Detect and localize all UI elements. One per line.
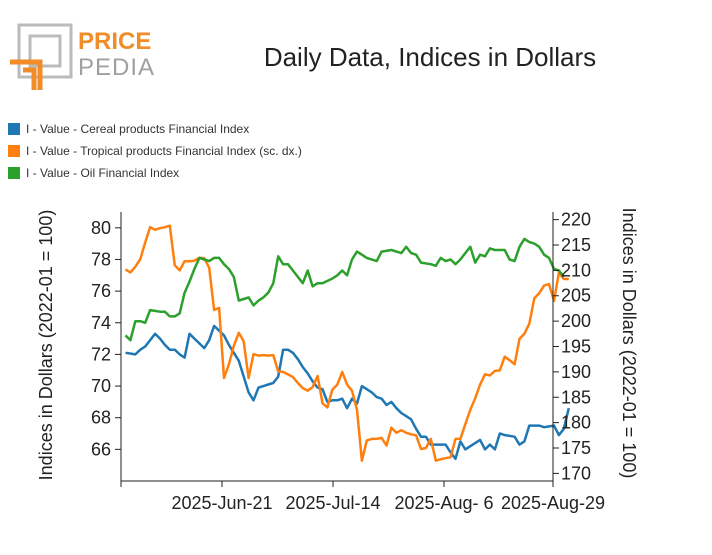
left-y-tick-label: 72 [91,344,111,364]
pricepedia-logo: PRICE PEDIA [10,23,155,90]
legend-item-oil[interactable]: I - Value - Oil Financial Index [8,162,302,184]
logo-text-pedia: PEDIA [78,54,155,81]
right-y-tick-label: 175 [561,438,591,458]
y-axis-title-right: Indices in Dollars (2022-01 = 100) [619,208,639,479]
left-y-tick-label: 74 [91,313,111,333]
series-line-oil [124,237,565,342]
series-line-cereal [125,324,571,461]
left-y-tick-label: 70 [91,376,111,396]
legend-label-oil: I - Value - Oil Financial Index [26,166,180,180]
legend-item-cereal[interactable]: I - Value - Cereal products Financial In… [8,118,302,140]
right-y-tick-label: 210 [561,260,591,280]
logo-mark-icon [10,23,73,90]
right-y-tick-label: 170 [561,463,591,483]
right-y-tick-label: 200 [561,311,591,331]
x-tick-label: 2025-Aug- 6 [394,493,493,513]
x-tick-label: 2025-Aug-29 [501,493,605,513]
legend-swatch-tropical [8,145,20,157]
chart-title: Daily Data, Indices in Dollars [263,42,597,72]
right-y-tick-label: 180 [561,413,591,433]
series-line-tropical [124,224,569,462]
right-y-tick-label: 205 [561,286,591,306]
plot-lines [124,224,571,462]
left-y-tick-label: 80 [91,218,111,238]
legend-swatch-oil [8,167,20,179]
left-y-axis: 66 68 70 72 74 76 78 80 [91,218,121,459]
x-axis: 2025-Jun-21 2025-Jul-14 2025-Aug- 6 2025-Au… [120,481,605,513]
y-axis-title-left: Indices in Dollars (2022-01 = 100) [36,210,56,481]
logo-text-price: PRICE [78,28,151,55]
right-y-tick-label: 195 [561,337,591,357]
legend-label-cereal: I - Value - Cereal products Financial In… [26,122,250,136]
left-y-tick-label: 66 [91,439,111,459]
left-y-tick-label: 76 [91,281,111,301]
legend-label-tropical: I - Value - Tropical products Financial … [26,144,302,158]
x-tick-label: 2025-Jun-21 [171,493,272,513]
left-y-tick-label: 68 [91,408,111,428]
x-tick-label: 2025-Jul-14 [285,493,380,513]
legend: I - Value - Cereal products Financial In… [8,118,302,184]
right-y-axis: 170 175 180 185 190 195 200 205 210 215 220 [553,210,591,483]
right-y-tick-label: 215 [561,235,591,255]
left-y-tick-label: 78 [91,249,111,269]
right-y-tick-label: 190 [561,362,591,382]
right-y-tick-label: 220 [561,210,591,230]
legend-item-tropical[interactable]: I - Value - Tropical products Financial … [8,140,302,162]
legend-swatch-cereal [8,123,20,135]
right-y-tick-label: 185 [561,387,591,407]
